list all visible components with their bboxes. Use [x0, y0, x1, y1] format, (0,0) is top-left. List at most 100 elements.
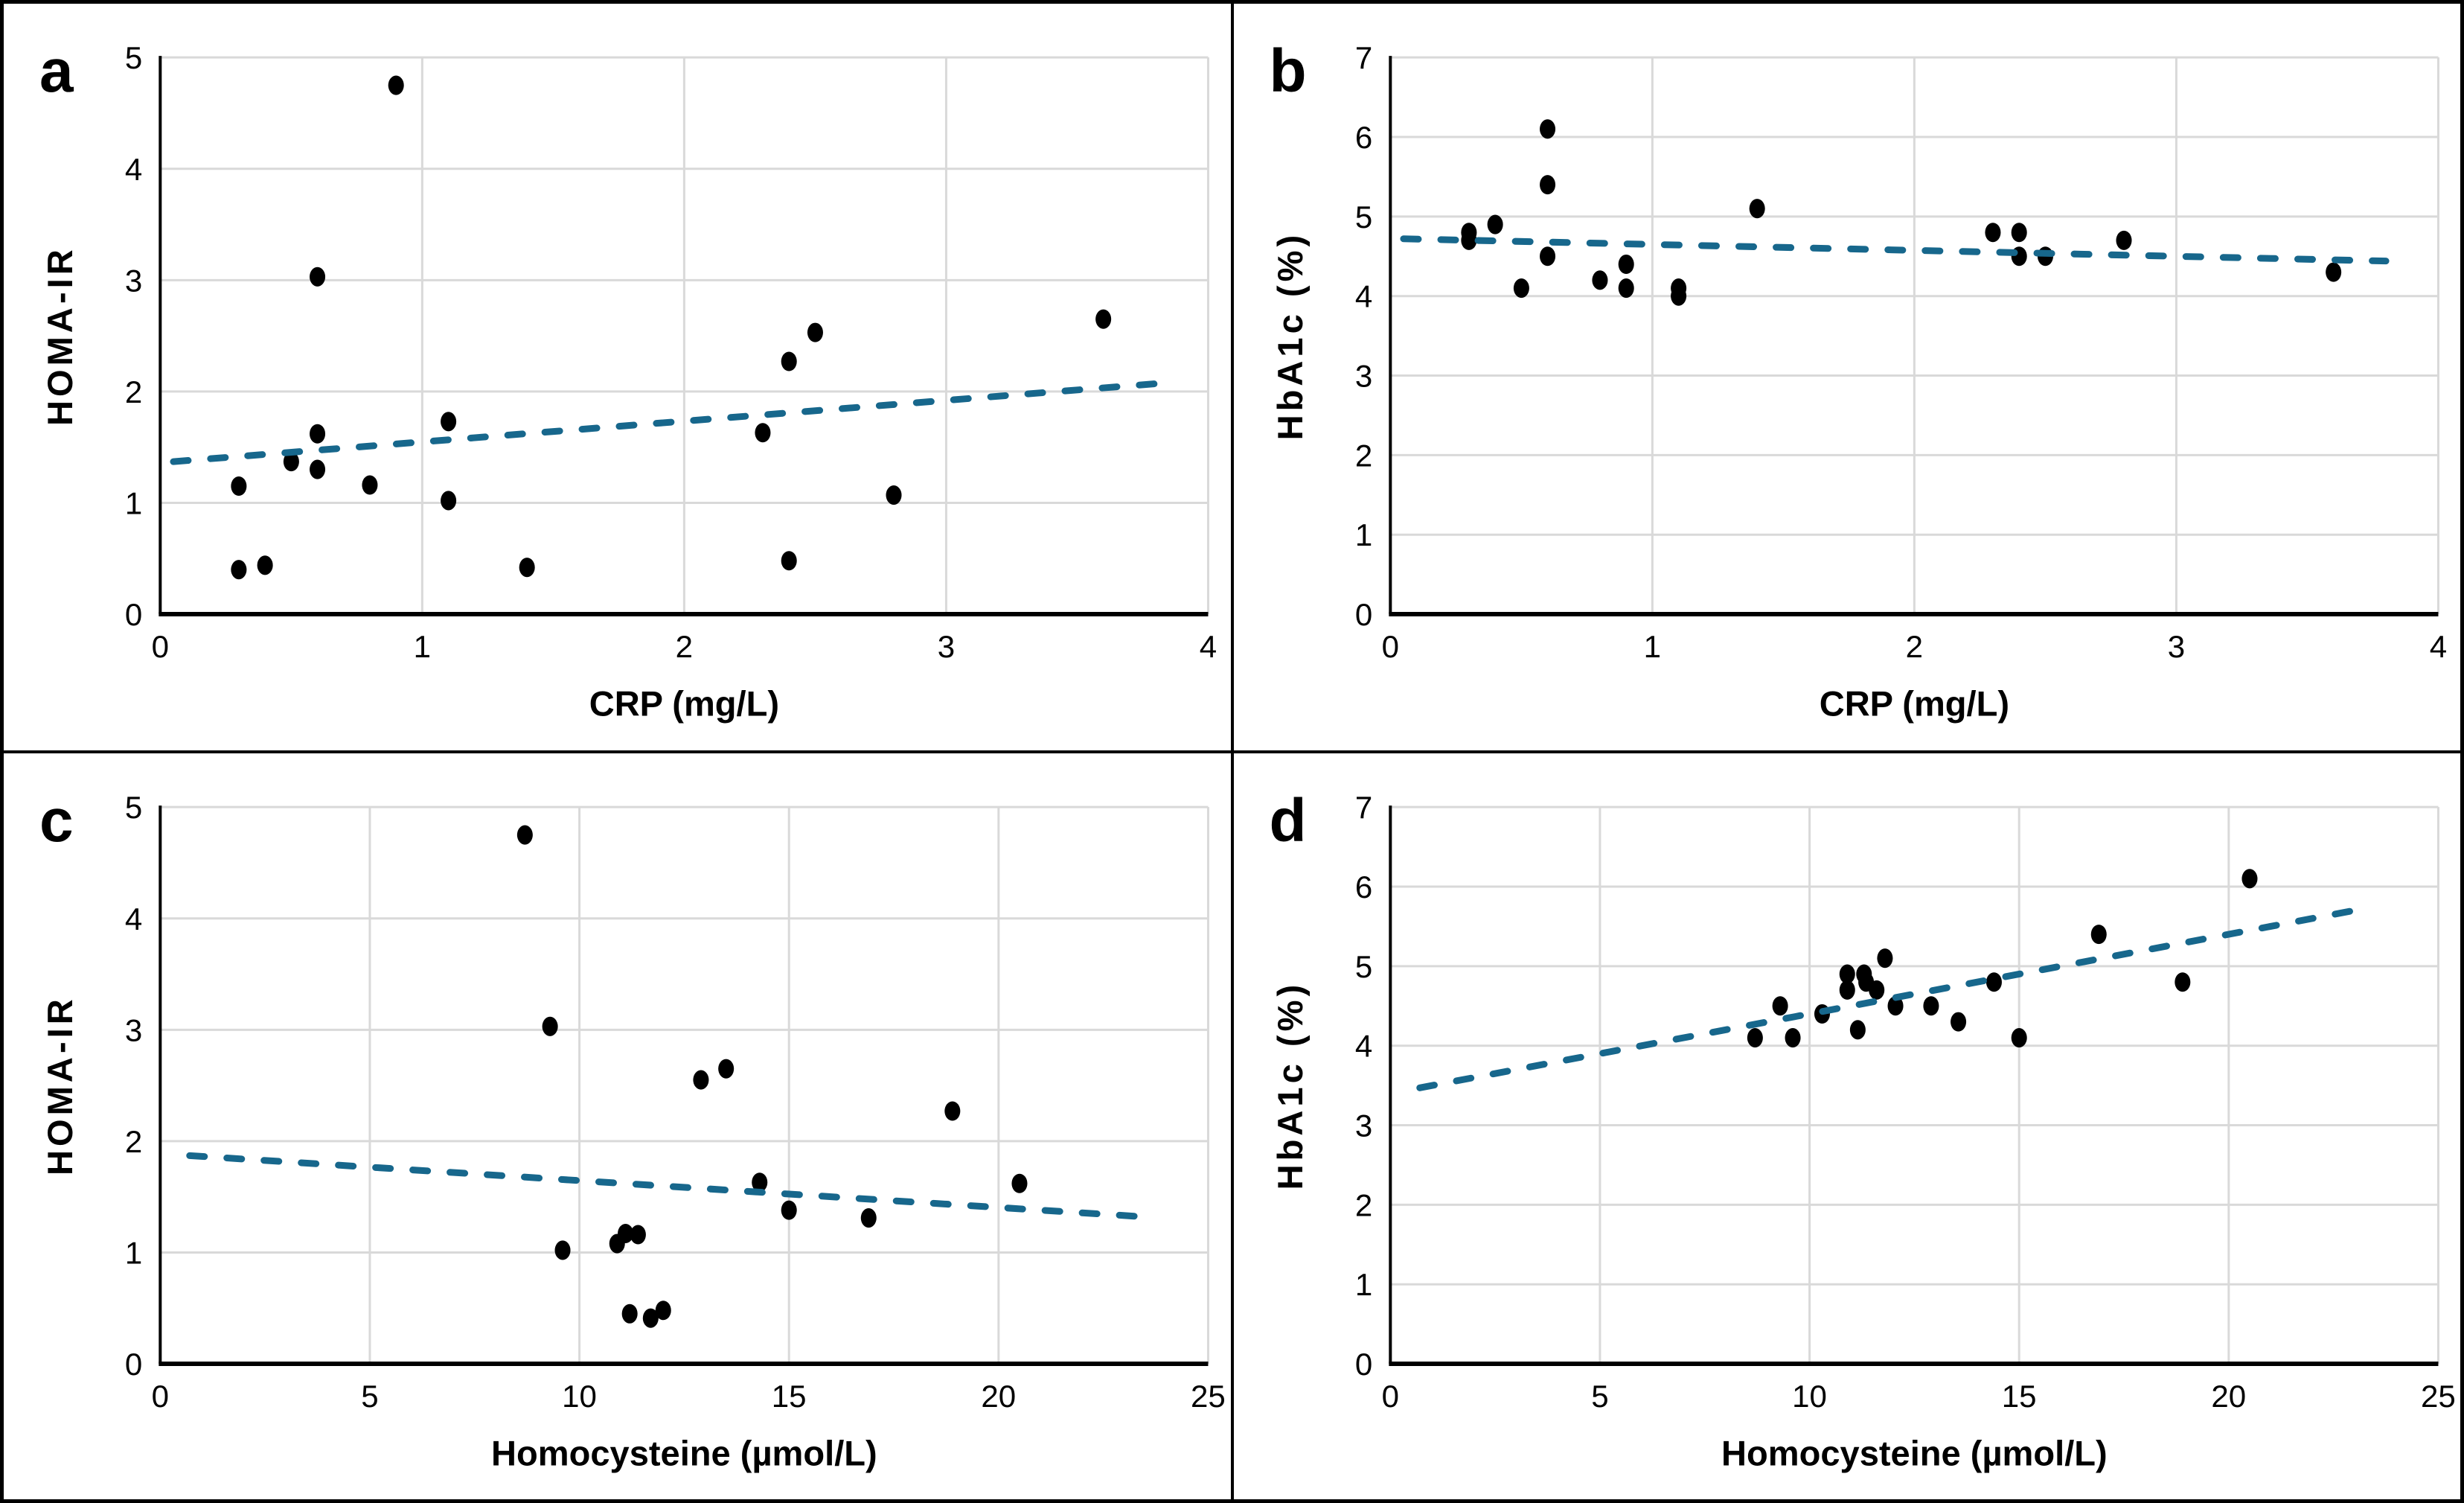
data-point	[231, 476, 247, 497]
data-point	[516, 825, 533, 845]
y-tick-label: 4	[1354, 1028, 1372, 1063]
x-axis-title: Homocysteine (µmol/L)	[1721, 1433, 2108, 1472]
scatter-plot-hba1c-vs-crp: 0 1 2 3 4 0 1 2 3 4 5 6 7 CRP (mg/L) HbA1c (%)	[1270, 40, 2447, 723]
x-axis-title: CRP (mg/L)	[589, 683, 779, 723]
scatter-plot-homa-ir-vs-crp: 0 1 2 3 4 0 1 2 3 4 5 CRP (mg/L) HOMA-IR	[40, 40, 1217, 723]
y-tick-label: 1	[1354, 517, 1372, 552]
x-tick-label: 25	[2421, 1379, 2456, 1414]
data-point	[860, 1207, 877, 1228]
data-point	[519, 558, 535, 578]
y-axis-title: HbA1c (%)	[1270, 980, 1310, 1190]
data-point	[630, 1224, 646, 1245]
y-tick-label: 0	[1354, 1347, 1372, 1382]
trend-line	[1415, 904, 2370, 1091]
y-tick-label: 0	[125, 1347, 142, 1382]
data-point	[310, 267, 326, 287]
data-point	[310, 424, 326, 444]
data-point	[1670, 286, 1686, 306]
panel-label-c: c	[39, 786, 74, 855]
data-point	[1868, 980, 1884, 1000]
data-point	[1849, 1019, 1866, 1039]
data-point	[618, 1223, 634, 1243]
data-point	[1887, 995, 1904, 1015]
trend-line	[1399, 235, 2390, 265]
data-point	[310, 459, 326, 479]
panel-label-b: b	[1269, 37, 1307, 105]
data-point	[1513, 278, 1529, 299]
data-point	[1785, 1027, 1801, 1047]
data-point	[1539, 119, 1555, 139]
data-point	[1011, 1173, 1028, 1193]
data-point	[781, 551, 797, 571]
data-point	[1839, 980, 1855, 1000]
data-point	[886, 485, 902, 505]
y-tick-label: 3	[125, 263, 142, 298]
x-tick-label: 2	[676, 629, 693, 664]
data-point	[257, 555, 273, 575]
x-tick-label: 0	[152, 629, 169, 664]
x-tick-label: 4	[1200, 629, 1217, 664]
data-point	[283, 452, 299, 472]
x-tick-label: 0	[152, 1379, 169, 1414]
data-point	[1950, 1012, 1966, 1032]
y-tick-label: 5	[125, 40, 142, 75]
data-point	[554, 1239, 571, 1260]
data-point	[655, 1300, 671, 1320]
data-point	[2090, 924, 2107, 944]
y-tick-label: 0	[125, 597, 142, 632]
x-axis-title: Homocysteine (µmol/L)	[491, 1433, 877, 1472]
data-point	[1539, 175, 1555, 195]
data-point	[1618, 254, 1634, 275]
data-point	[1749, 199, 1765, 219]
scatter-plot-hba1c-vs-homocysteine: 0 5 10 15 20 25 0 1 2 3 4 5 6 7 Homocysteine (µmol/L) H…	[1270, 790, 2456, 1472]
y-tick-label: 5	[1354, 200, 1372, 234]
x-tick-label: 20	[2211, 1379, 2246, 1414]
trend-line	[170, 380, 1159, 465]
y-axis-title: HbA1c (%)	[1270, 232, 1310, 441]
data-point	[362, 475, 378, 495]
y-tick-label: 2	[125, 1123, 142, 1158]
x-tick-label: 20	[981, 1379, 1016, 1414]
panel-a: 0 1 2 3 4 0 1 2 3 4 5 CRP (mg/L) HOMA-IR a	[4, 4, 1231, 750]
x-tick-label: 3	[938, 629, 955, 664]
panel-label-d: d	[1269, 786, 1307, 855]
y-tick-label: 3	[1354, 1108, 1372, 1143]
data-point	[1095, 309, 1112, 329]
data-point	[781, 351, 797, 371]
y-tick-label: 7	[1354, 40, 1372, 75]
trend-line	[186, 1152, 1149, 1220]
data-point	[2115, 230, 2132, 250]
x-tick-label: 10	[562, 1379, 597, 1414]
y-tick-label: 3	[125, 1012, 142, 1047]
y-tick-label: 1	[125, 1235, 142, 1270]
panel-d: 0 5 10 15 20 25 0 1 2 3 4 5 6 7 Homocysteine (µmol/L) H…	[1233, 753, 2460, 1499]
data-point	[1985, 971, 2002, 992]
x-tick-label: 5	[361, 1379, 378, 1414]
y-axis-title: HOMA-IR	[40, 995, 80, 1175]
x-tick-label: 3	[2167, 629, 2184, 664]
data-point	[2241, 868, 2257, 888]
data-point	[944, 1100, 961, 1121]
x-tick-label: 15	[2001, 1379, 2036, 1414]
panel-c: 0 5 10 15 20 25 0 1 2 3 4 5 Homocysteine (µmol/L) HOM…	[4, 753, 1231, 1499]
data-point	[542, 1016, 558, 1036]
data-point	[621, 1303, 638, 1324]
x-tick-label: 5	[1591, 1379, 1608, 1414]
data-point	[1984, 223, 2000, 243]
data-point	[1487, 214, 1503, 234]
data-point	[1539, 246, 1555, 267]
y-tick-label: 4	[125, 901, 142, 936]
x-tick-label: 4	[2429, 629, 2446, 664]
data-point	[1772, 995, 1788, 1015]
data-point	[441, 491, 457, 511]
y-tick-label: 7	[1354, 790, 1372, 825]
panel-b: 0 1 2 3 4 0 1 2 3 4 5 6 7 CRP (mg/L) HbA1c (%) b	[1233, 4, 2460, 750]
y-tick-label: 4	[125, 152, 142, 187]
data-point	[718, 1059, 735, 1079]
x-tick-label: 0	[1381, 1379, 1398, 1414]
data-point	[1591, 270, 1607, 290]
y-tick-label: 1	[125, 485, 142, 520]
data-point	[231, 560, 247, 580]
x-tick-label: 1	[414, 629, 431, 664]
